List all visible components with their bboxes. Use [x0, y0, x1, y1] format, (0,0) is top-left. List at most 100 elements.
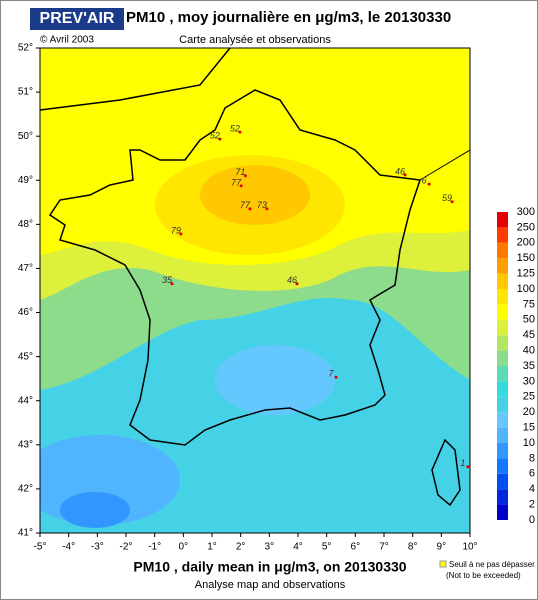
colorbar-label: 25	[523, 391, 535, 403]
x-tick-label: 1°	[207, 542, 217, 553]
field-blue-deep	[60, 492, 130, 528]
y-tick-label: 46°	[18, 307, 33, 318]
footer-subtitle: Analyse map and observations	[195, 579, 346, 591]
station	[179, 232, 183, 236]
colorbar-label: 45	[523, 329, 535, 341]
station	[427, 182, 431, 186]
colorbar-label: 50	[523, 314, 535, 326]
observation-value: 52	[210, 131, 220, 141]
observation-value: 71	[235, 167, 245, 177]
y-tick-label: 44°	[18, 395, 33, 406]
colorbar-cell	[497, 473, 508, 490]
colorbar-cell	[497, 489, 508, 505]
y-tick-label: 47°	[18, 263, 33, 274]
observation-value: 6	[422, 176, 427, 186]
title: PM10 , moy journalière en μg/m3, le 2013…	[126, 9, 451, 26]
colorbar-label: 10	[523, 437, 535, 449]
colorbar-cell	[497, 412, 508, 428]
station	[248, 207, 252, 211]
colorbar-label: 8	[529, 452, 535, 464]
colorbar-label: 6	[529, 468, 535, 480]
station	[218, 137, 222, 141]
colorbar-label: 125	[517, 268, 535, 280]
x-tick-label: 9°	[437, 542, 447, 553]
observation-value: 77	[240, 200, 251, 210]
observation-value: 1	[460, 458, 465, 468]
colorbar-cell	[497, 366, 508, 382]
station	[450, 200, 454, 204]
station	[334, 375, 338, 379]
y-tick-label: 51°	[18, 87, 33, 98]
coastline-uk	[40, 48, 231, 111]
station	[265, 207, 269, 211]
colorbar-cell	[497, 381, 508, 397]
colorbar-label: 75	[523, 298, 535, 310]
x-tick-label: 2°	[236, 542, 246, 553]
x-tick-label: 10°	[462, 542, 477, 553]
colorbar-cell	[497, 289, 508, 305]
x-tick-label: -2°	[120, 542, 133, 553]
colorbar-label: 30	[523, 375, 535, 387]
observation-value: 35	[162, 275, 173, 285]
field	[40, 48, 470, 533]
colorbar-label: 4	[529, 483, 535, 495]
legend-swatch	[439, 560, 447, 568]
observation-value: 52	[230, 124, 240, 134]
y-tick-label: 49°	[18, 175, 33, 186]
y-tick-label: 41°	[18, 528, 33, 539]
colorbar-label: 300	[517, 206, 535, 218]
coastline-france	[48, 89, 422, 446]
colorbar-cell	[497, 258, 508, 274]
colorbar-cell	[497, 443, 508, 459]
x-tick-label: -4°	[62, 542, 75, 553]
station	[243, 174, 247, 178]
colorbar-label: 40	[523, 345, 535, 357]
logo: PREV'AIR	[40, 10, 115, 27]
colorbar-cell	[497, 319, 508, 336]
legend-note: (Not to be exceeded)	[446, 571, 521, 580]
colorbar-label: 100	[517, 283, 535, 295]
y-tick-label: 42°	[18, 484, 33, 495]
y-tick-label: 52°	[18, 43, 33, 54]
colorbar-label: 2	[529, 499, 535, 511]
colorbar-label: 15	[523, 422, 535, 434]
colorbar-cell	[497, 458, 508, 474]
observation-value: 79	[171, 225, 181, 235]
colorbar-label: 150	[517, 252, 535, 264]
observation-value: 7	[328, 369, 334, 379]
station	[170, 282, 174, 286]
copyright: © Avril 2003	[40, 35, 94, 46]
observation-value: 73	[257, 200, 267, 210]
observation-value: 46	[395, 166, 405, 176]
y-tick-label: 50°	[18, 131, 33, 142]
x-tick-label: 7°	[379, 542, 389, 553]
colorbar-cell	[497, 350, 508, 366]
colorbar-label: 35	[523, 360, 535, 372]
x-tick-label: 8°	[408, 542, 418, 553]
station	[239, 184, 243, 188]
colorbar-cell	[497, 273, 508, 289]
y-tick-label: 48°	[18, 219, 33, 230]
station	[238, 130, 242, 134]
subtitle: Carte analysée et observations	[179, 34, 331, 46]
x-tick-label: -1°	[148, 542, 161, 553]
colorbar-cell	[497, 227, 508, 243]
coastline-corsica	[431, 438, 461, 507]
colorbar-cell	[497, 335, 508, 351]
field-blue	[215, 345, 335, 415]
y-tick-label: 45°	[18, 351, 33, 362]
y-tick-label: 43°	[18, 439, 33, 450]
station	[466, 465, 470, 469]
x-tick-label: -3°	[91, 542, 104, 553]
observation-value: 46	[287, 275, 297, 285]
observation-value: 59	[442, 193, 452, 203]
x-tick-label: 3°	[265, 542, 275, 553]
colorbar-label: 0	[529, 514, 535, 526]
colorbar-label: 250	[517, 221, 535, 233]
colorbar-cell	[497, 212, 508, 228]
footer-title: PM10 , daily mean in μg/m3, on 20130330	[133, 559, 406, 575]
colorbar-cell	[497, 504, 508, 520]
station	[295, 282, 299, 286]
colorbar-cell	[497, 304, 508, 320]
